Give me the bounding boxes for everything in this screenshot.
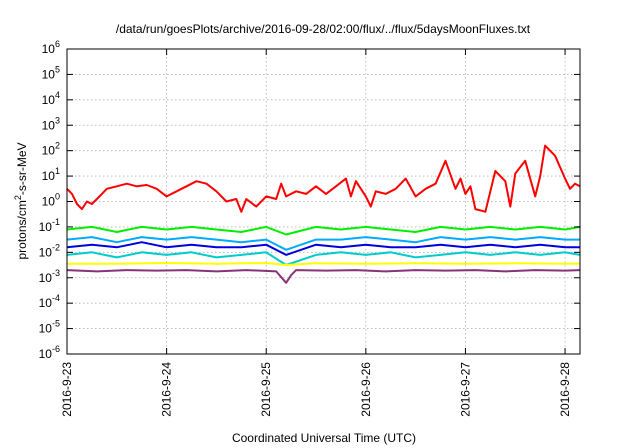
y-tick-label: 100 [42,192,60,209]
y-tick-label: 10-3 [39,268,60,285]
y-tick-base: 10 [39,245,53,259]
y-tick-base: 10 [39,347,53,361]
y-axis-label-pre: protons/cm [15,200,29,259]
y-tick-exponent: -3 [52,268,60,278]
y-tick-label: 10-6 [39,344,60,361]
y-tick-exponent: 6 [55,39,60,49]
series-line-5 [67,262,581,266]
y-tick-base: 10 [42,144,56,158]
series-line-0 [66,144,581,213]
x-tick-label: 2016-9-25 [259,362,273,417]
series-line-2 [66,236,580,251]
y-tick-base: 10 [42,42,56,56]
y-tick-exponent: 2 [55,141,60,151]
y-tick-label: 10-5 [39,319,60,336]
y-tick-exponent: -1 [52,217,60,227]
y-tick-exponent: 3 [55,115,60,125]
y-tick-label: 10-1 [39,217,60,234]
y-tick-label: 10-4 [39,293,60,310]
y-tick-base: 10 [39,296,53,310]
series-line-6 [66,269,581,284]
series-line-4 [66,251,581,266]
y-tick-label: 105 [42,64,60,81]
y-tick-exponent: 5 [55,64,60,74]
y-tick-base: 10 [42,169,56,183]
y-tick-label: 106 [42,39,60,56]
y-tick-exponent: 4 [55,90,60,100]
series-lines [66,144,581,284]
x-tick-label: 2016-9-28 [558,362,572,417]
axis-ticks: 10610510410310210110010-110-210-310-410-… [39,39,580,417]
y-tick-label: 104 [42,90,60,107]
y-tick-exponent: 1 [55,166,60,176]
y-tick-base: 10 [42,195,56,209]
y-tick-label: 10-2 [39,242,60,259]
series-line-3 [66,241,580,256]
y-tick-base: 10 [39,220,53,234]
series-line-1 [66,225,581,236]
y-tick-base: 10 [39,322,53,336]
x-tick-label: 2016-9-26 [359,362,373,417]
y-axis-label-sup: 2 [13,195,23,200]
y-tick-label: 102 [42,141,60,158]
y-axis-label: protons/cm2-s-sr-MeV [13,142,29,259]
grid [66,49,580,354]
y-tick-base: 10 [42,67,56,81]
y-tick-base: 10 [39,271,53,285]
y-tick-exponent: -4 [52,293,60,303]
chart-title: /data/run/goesPlots/archive/2016-09-28/0… [116,22,531,36]
x-tick-label: 2016-9-23 [60,362,74,417]
y-tick-label: 101 [42,166,60,183]
x-tick-label: 2016-9-24 [160,362,174,417]
y-tick-label: 103 [42,115,60,132]
y-tick-base: 10 [42,118,56,132]
y-tick-exponent: -2 [52,242,60,252]
y-tick-exponent: -5 [52,319,60,329]
x-tick-label: 2016-9-27 [458,362,472,417]
y-tick-base: 10 [42,93,56,107]
y-axis-label-post: -s-sr-MeV [15,142,29,195]
y-tick-exponent: 0 [55,192,60,202]
x-axis-label: Coordinated Universal Time (UTC) [232,431,416,445]
y-tick-exponent: -6 [52,344,60,354]
